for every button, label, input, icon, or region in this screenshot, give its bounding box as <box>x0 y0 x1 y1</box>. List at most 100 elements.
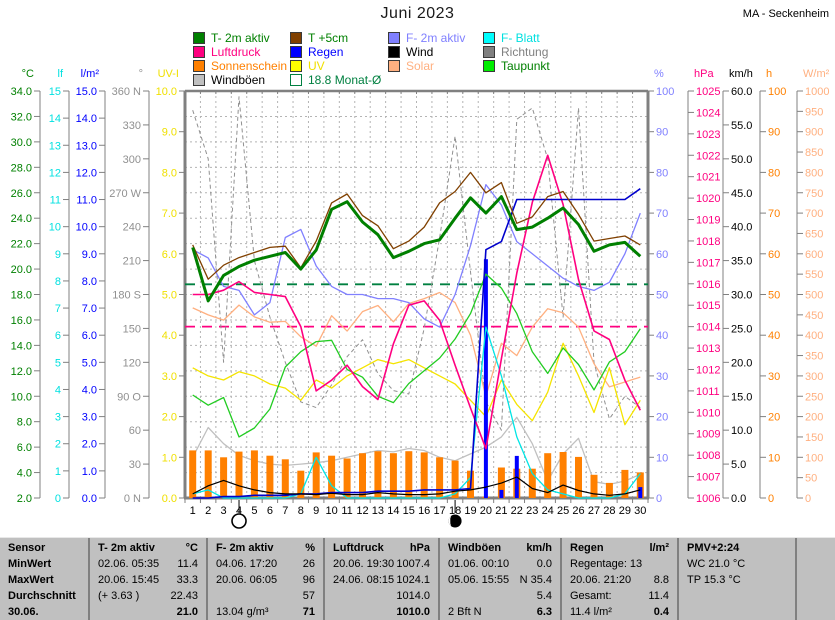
svg-text:60: 60 <box>768 249 780 261</box>
axis-hpa: 1025 1024 1023 1022 1021 1020 1019 1018 1017 1016… <box>687 68 720 505</box>
legend-item: T +5cm <box>290 31 348 45</box>
table-column <box>795 538 835 620</box>
svg-text:2.0: 2.0 <box>162 412 177 424</box>
svg-text:14: 14 <box>387 505 399 517</box>
svg-text:90: 90 <box>768 127 780 139</box>
table-cell: 02.06. 05:35 <box>98 558 160 570</box>
grid <box>185 91 648 498</box>
table-cell: MaxWert <box>8 574 54 586</box>
svg-text:100: 100 <box>768 86 786 98</box>
table-row: F- 2m aktiv% <box>208 540 323 556</box>
table-cell: Windböen <box>448 542 502 554</box>
axis-uv: 10.0 9.0 8.0 7.0 6.0 5.0 4.0 3.0 2.0 1.0 0.0 UV-I <box>156 68 187 505</box>
svg-text:240: 240 <box>123 222 141 234</box>
svg-text:0: 0 <box>55 493 61 505</box>
series-luftdruck <box>192 154 642 450</box>
table-row: 04.06. 17:20 26 <box>208 556 323 572</box>
svg-text:60.0: 60.0 <box>731 86 752 98</box>
svg-text:1023: 1023 <box>696 129 720 141</box>
table-row <box>679 604 795 620</box>
svg-text:0.0: 0.0 <box>82 493 97 505</box>
legend-label: Sonnenschein <box>211 58 288 73</box>
legend-label: Richtung <box>501 44 549 59</box>
legend-swatch-icon <box>483 59 495 72</box>
svg-text:19: 19 <box>464 505 476 517</box>
table-cell: 20.06. 19:30 <box>333 558 395 570</box>
table-column: PMV+2:24 WC 21.0 °C TP 15.3 °C <box>677 538 795 620</box>
table-cell: 21.0 <box>176 606 198 618</box>
table-row: 20.06. 21:20 8.8 <box>562 572 677 588</box>
svg-text:6.0: 6.0 <box>162 249 177 261</box>
svg-text:7: 7 <box>282 505 288 517</box>
svg-text:25.0: 25.0 <box>731 323 752 335</box>
table-cell: MinWert <box>8 558 52 570</box>
legend-item: Sonnenschein <box>193 58 288 73</box>
legend-item: 18.8 Monat-Ø <box>290 73 381 87</box>
svg-text:15: 15 <box>49 86 61 98</box>
svg-text:%: % <box>654 68 664 80</box>
svg-text:50: 50 <box>768 290 780 302</box>
svg-text:3: 3 <box>221 505 227 517</box>
svg-text:9.0: 9.0 <box>82 249 97 261</box>
table-row: 02.06. 05:35 11.4 <box>90 556 206 572</box>
table-cell: F- 2m aktiv <box>216 542 274 554</box>
table-cell: 57 <box>302 590 315 602</box>
table-column: Luftdruck hPa 20.06. 19:30 1007.4 24.06. 08:… <box>323 538 438 620</box>
table-cell: Gesamt: <box>570 590 612 602</box>
legend-item: F- 2m aktiv <box>388 31 465 45</box>
svg-text:25: 25 <box>557 505 569 517</box>
svg-text:h: h <box>766 68 772 80</box>
svg-text:250: 250 <box>805 391 823 403</box>
svg-text:30: 30 <box>129 459 141 471</box>
svg-text:1000: 1000 <box>805 86 829 98</box>
table-row: 13.04 g/m³ 71 <box>208 604 323 620</box>
svg-text:2: 2 <box>55 439 61 451</box>
svg-text:13: 13 <box>372 505 384 517</box>
table-row: Windböen km/h <box>440 540 560 556</box>
svg-text:km/h: km/h <box>729 68 753 80</box>
svg-text:60: 60 <box>129 425 141 437</box>
svg-text:950: 950 <box>805 106 823 118</box>
series-wind <box>192 476 641 496</box>
svg-text:14.0: 14.0 <box>76 113 97 125</box>
legend-swatch-icon <box>388 45 400 58</box>
table-row: Regentage: 13 <box>562 556 677 572</box>
svg-text:lf: lf <box>58 68 64 80</box>
table-cell: 1024.1 <box>396 574 430 586</box>
table-cell: 11.4 <box>177 558 198 570</box>
svg-text:1025: 1025 <box>696 86 720 98</box>
svg-text:330: 330 <box>123 120 141 132</box>
svg-text:6.0: 6.0 <box>17 442 32 454</box>
axis-wm2: 1000950900850800750700650600550500450400… <box>796 68 830 505</box>
svg-text:10: 10 <box>325 505 337 517</box>
table-cell: km/h <box>526 542 552 554</box>
svg-text:7.0: 7.0 <box>82 303 97 315</box>
svg-text:16: 16 <box>418 505 430 517</box>
svg-text:0.0: 0.0 <box>731 493 746 505</box>
svg-text:50.0: 50.0 <box>731 154 752 166</box>
svg-text:15.0: 15.0 <box>731 391 752 403</box>
svg-text:100: 100 <box>656 86 674 98</box>
table-row: TP 15.3 °C <box>679 572 795 588</box>
table-cell: 96 <box>302 574 315 586</box>
svg-text:40: 40 <box>768 330 780 342</box>
svg-text:7.0: 7.0 <box>162 208 177 220</box>
svg-text:32.0: 32.0 <box>11 111 32 123</box>
table-cell: 11.4 l/m² <box>570 606 612 618</box>
moon-phase-full-icon <box>231 500 247 529</box>
svg-text:600: 600 <box>805 249 823 261</box>
svg-text:850: 850 <box>805 147 823 159</box>
table-cell: 20.06. 21:20 <box>570 574 632 586</box>
legend-item: Wind <box>388 45 433 59</box>
table-row: Durchschnitt <box>0 588 88 604</box>
legend-swatch-icon <box>290 31 302 44</box>
axis-deg: 360 N 330 300 270 W 240 210 180 S 150 120 90 O 60 3… <box>109 68 150 505</box>
svg-text:90 O: 90 O <box>117 391 141 403</box>
legend-swatch-icon <box>483 45 495 58</box>
legend-label: Taupunkt <box>501 58 550 73</box>
svg-text:10: 10 <box>656 452 668 464</box>
svg-text:550: 550 <box>805 269 823 281</box>
table-row: 01.06. 00:10 0.0 <box>440 556 560 572</box>
svg-text:1009: 1009 <box>696 429 720 441</box>
